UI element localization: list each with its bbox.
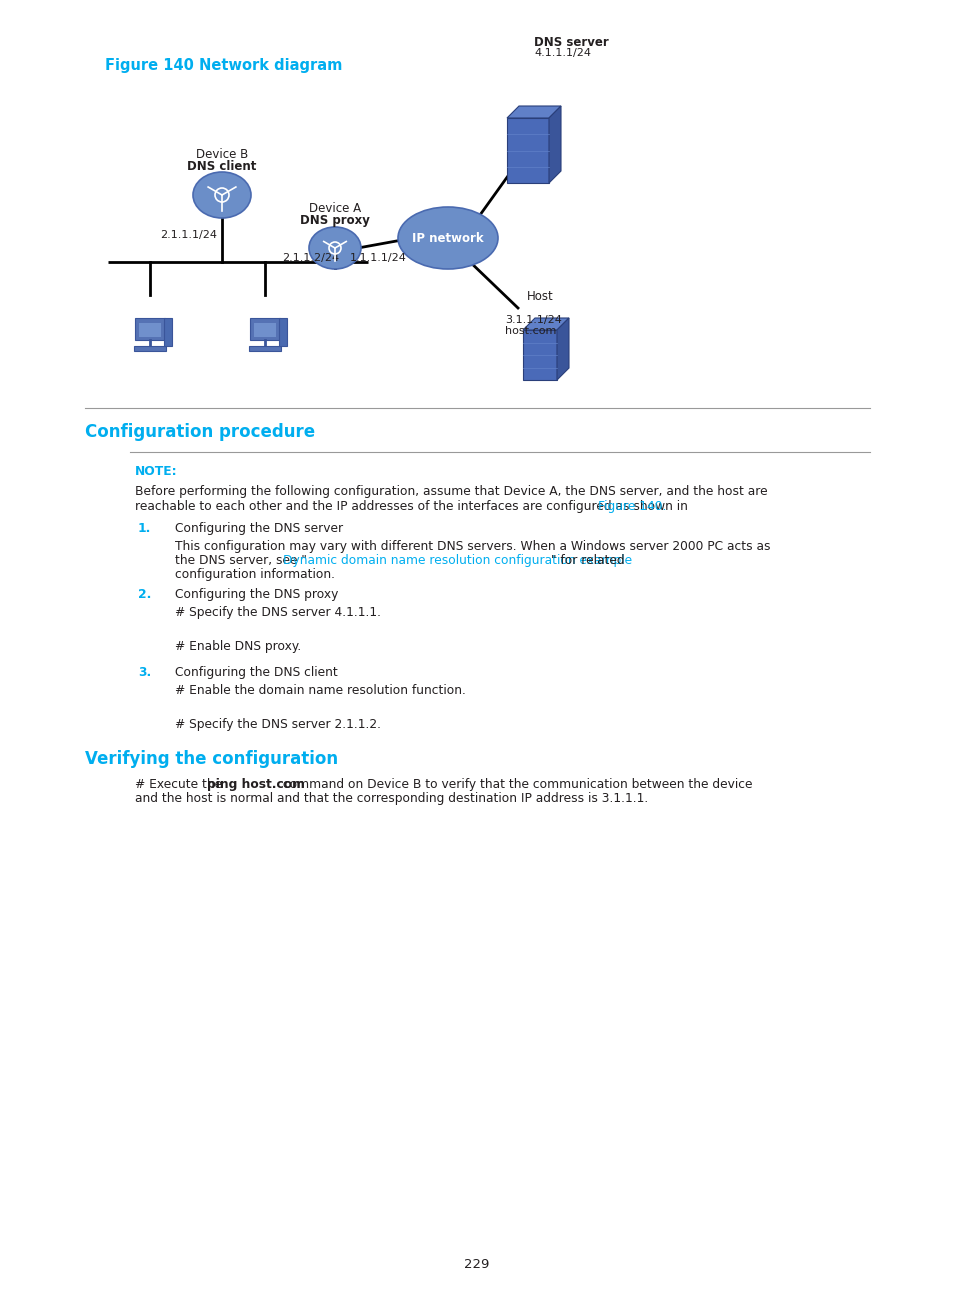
Text: Before performing the following configuration, assume that Device A, the DNS ser: Before performing the following configur… — [135, 485, 767, 498]
FancyBboxPatch shape — [133, 346, 166, 351]
FancyBboxPatch shape — [250, 318, 280, 340]
Text: Figure 140.: Figure 140. — [598, 500, 666, 513]
Text: DNS server: DNS server — [534, 36, 608, 49]
Text: # Execute the: # Execute the — [135, 778, 226, 791]
Polygon shape — [557, 318, 568, 380]
Text: 3.: 3. — [138, 666, 152, 679]
Text: 4.1.1.1/24: 4.1.1.1/24 — [534, 48, 590, 58]
FancyBboxPatch shape — [135, 318, 165, 340]
Text: IP network: IP network — [412, 232, 483, 245]
Text: reachable to each other and the IP addresses of the interfaces are configured as: reachable to each other and the IP addre… — [135, 500, 691, 513]
Polygon shape — [506, 106, 560, 118]
Text: 1.1.1.1/24: 1.1.1.1/24 — [350, 253, 406, 263]
Text: Configuring the DNS proxy: Configuring the DNS proxy — [174, 588, 338, 601]
Text: the DNS server, see ": the DNS server, see " — [174, 553, 307, 568]
Polygon shape — [548, 106, 560, 183]
Ellipse shape — [193, 172, 251, 218]
Text: host.com: host.com — [504, 327, 556, 336]
Text: Dynamic domain name resolution configuration example: Dynamic domain name resolution configura… — [283, 553, 632, 568]
Text: 1.: 1. — [138, 522, 152, 535]
Text: This configuration may vary with different DNS servers. When a Windows server 20: This configuration may vary with differe… — [174, 540, 770, 553]
Text: 2.1.1.1/24: 2.1.1.1/24 — [160, 229, 216, 240]
Ellipse shape — [309, 227, 360, 270]
Text: configuration information.: configuration information. — [174, 568, 335, 581]
Text: and the host is normal and that the corresponding destination IP address is 3.1.: and the host is normal and that the corr… — [135, 792, 648, 805]
Text: NOTE:: NOTE: — [135, 465, 177, 478]
Text: command on Device B to verify that the communication between the device: command on Device B to verify that the c… — [279, 778, 752, 791]
FancyBboxPatch shape — [522, 330, 557, 380]
Text: # Enable DNS proxy.: # Enable DNS proxy. — [174, 640, 301, 653]
FancyBboxPatch shape — [249, 346, 281, 351]
Text: # Specify the DNS server 4.1.1.1.: # Specify the DNS server 4.1.1.1. — [174, 607, 380, 619]
Text: 2.1.1.2/24: 2.1.1.2/24 — [282, 253, 338, 263]
FancyBboxPatch shape — [164, 318, 172, 346]
Text: Device B: Device B — [195, 148, 248, 161]
Text: Verifying the configuration: Verifying the configuration — [85, 750, 337, 769]
Text: " for related: " for related — [551, 553, 624, 568]
Text: Configuration procedure: Configuration procedure — [85, 422, 314, 441]
Text: 2.: 2. — [138, 588, 152, 601]
Text: Configuring the DNS server: Configuring the DNS server — [174, 522, 343, 535]
Ellipse shape — [397, 207, 497, 270]
FancyBboxPatch shape — [506, 118, 548, 183]
Text: 229: 229 — [464, 1258, 489, 1271]
Text: # Enable the domain name resolution function.: # Enable the domain name resolution func… — [174, 684, 465, 697]
Polygon shape — [522, 318, 568, 330]
Text: Host: Host — [526, 290, 553, 303]
Text: # Specify the DNS server 2.1.1.2.: # Specify the DNS server 2.1.1.2. — [174, 718, 380, 731]
Text: ping host.com: ping host.com — [207, 778, 305, 791]
Text: DNS proxy: DNS proxy — [300, 214, 370, 227]
FancyBboxPatch shape — [278, 318, 287, 346]
Text: DNS client: DNS client — [187, 159, 256, 172]
Text: Figure 140 Network diagram: Figure 140 Network diagram — [105, 58, 342, 73]
FancyBboxPatch shape — [139, 323, 161, 337]
Text: 3.1.1.1/24: 3.1.1.1/24 — [504, 315, 561, 325]
Text: Configuring the DNS client: Configuring the DNS client — [174, 666, 337, 679]
Text: Device A: Device A — [309, 202, 360, 215]
FancyBboxPatch shape — [253, 323, 275, 337]
